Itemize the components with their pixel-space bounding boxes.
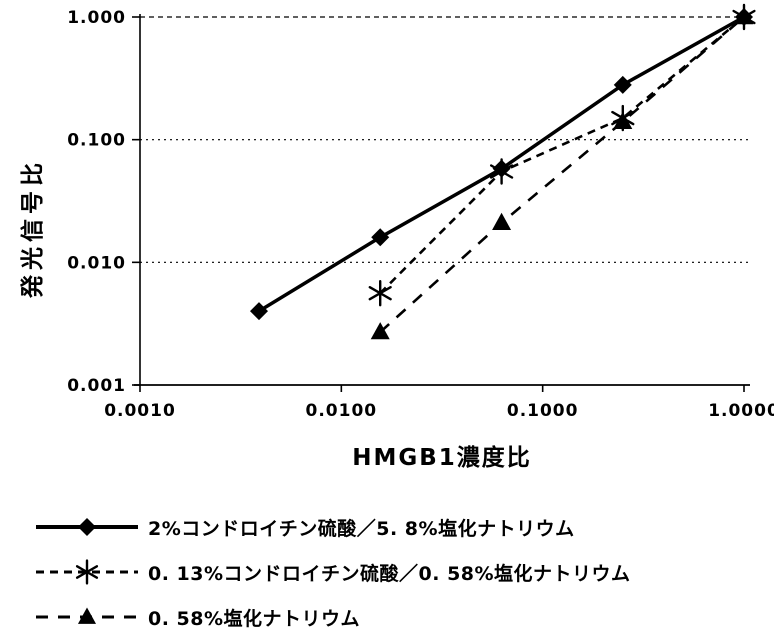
y-tick-label: 0.010	[67, 253, 126, 273]
legend-item-chondroitin013pct: 0. 13%コンドロイチン硫酸／0. 58%塩化ナトリウム	[34, 557, 754, 587]
y-tick-label: 0.001	[67, 376, 126, 396]
triangle-marker	[77, 607, 97, 624]
x-tick-label: 0.0100	[306, 401, 378, 421]
legend-marker-triangle-dashed-line	[36, 607, 138, 624]
asterisk-marker	[368, 280, 392, 307]
legend-item-chondroitin2pct: 2%コンドロイチン硫酸／5. 8%塩化ナトリウム	[34, 512, 754, 542]
x-tick-label: 1.0000	[708, 401, 774, 421]
diamond-marker	[250, 302, 269, 321]
x-axis-title: HMGB1濃度比	[352, 445, 532, 471]
y-tick-label: 1.000	[67, 8, 126, 28]
legend-marker-asterisk-dashed-line	[36, 559, 138, 585]
diamond-marker	[613, 75, 632, 94]
legend-label: 0. 58%塩化ナトリウム	[148, 607, 361, 630]
legend-item-nacl058pct: 0. 58%塩化ナトリウム	[34, 602, 754, 632]
legend: 2%コンドロイチン硫酸／5. 8%塩化ナトリウム 0. 13%コンドロイチン硫酸…	[34, 512, 754, 643]
x-tick-label: 0.0010	[104, 401, 176, 421]
x-tick-label: 0.1000	[507, 401, 579, 421]
asterisk-marker	[490, 158, 514, 185]
legend-label: 2%コンドロイチン硫酸／5. 8%塩化ナトリウム	[148, 517, 575, 540]
asterisk-marker	[75, 559, 99, 585]
triangle-marker	[492, 212, 512, 231]
diamond-marker	[371, 228, 390, 247]
plot-area: 1.000 0.100 0.010 0.001 0.0010 0.0100 0.1000 1.…	[67, 3, 774, 421]
triangle-marker	[613, 111, 633, 129]
series-line-2	[379, 16, 745, 334]
legend-marker-diamond-solid-line	[36, 518, 138, 536]
triangle-marker	[734, 7, 754, 25]
y-tick-label: 0.100	[67, 131, 126, 151]
diamond-marker	[78, 518, 96, 536]
triangle-marker	[370, 322, 390, 340]
legend-label: 0. 13%コンドロイチン硫酸／0. 58%塩化ナトリウム	[148, 562, 631, 585]
series-line-1	[379, 16, 745, 295]
